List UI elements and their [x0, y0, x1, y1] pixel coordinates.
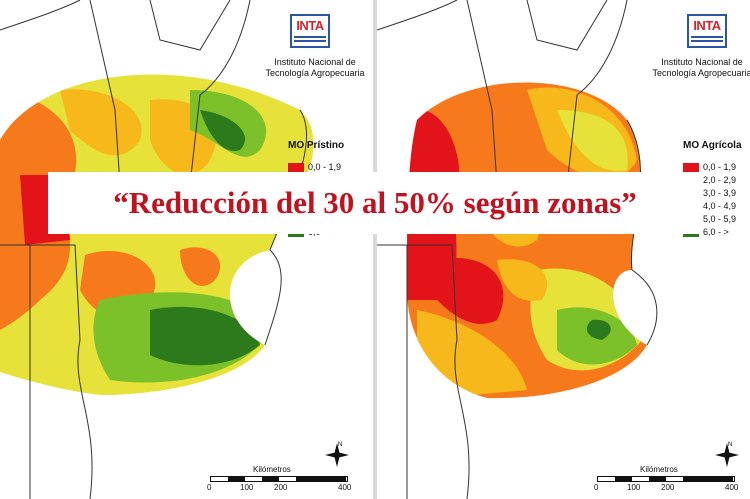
compass-rose-icon: N [715, 442, 739, 467]
svg-text:N: N [728, 442, 732, 448]
scale-tick-label: 100 [240, 483, 254, 492]
quote-banner: “Reducción del 30 al 50% según zonas” [48, 172, 702, 234]
scale-bar: Kilómetros 0 100 200 400 [207, 465, 352, 492]
scale-tick-label: 200 [274, 483, 288, 492]
legend-swatch [683, 163, 699, 173]
legend-swatch [288, 163, 304, 173]
legend-label: 4,0 - 4,9 [703, 201, 737, 211]
institution-name: Instituto Nacional de Tecnología Agropec… [265, 57, 365, 78]
panel-divider [373, 0, 377, 499]
scale-tick-label: 400 [725, 483, 739, 492]
scale-tick-label: 0 [207, 483, 212, 492]
legend-label: 6,0 - > [703, 227, 729, 237]
map-agricultural [377, 0, 750, 499]
om-raster-agricultural [407, 82, 647, 399]
province-borders [0, 0, 308, 499]
map-panel-pristine: INTA Instituto Nacional de Tecnología Ag… [0, 0, 373, 499]
legend-item: 0,0 - 1,9 [288, 162, 344, 175]
scale-tick-label: 100 [627, 483, 641, 492]
scale-tick-label: 0 [594, 483, 599, 492]
legend-label: 2,0 - 2,9 [703, 175, 737, 185]
legend-label: 3,0 - 3,9 [703, 188, 737, 198]
inta-logo: INTA [687, 14, 727, 48]
legend-title: MO Prístino [288, 140, 345, 151]
quote-text: “Reducción del 30 al 50% según zonas” [113, 185, 637, 220]
scale-tick-label: 200 [661, 483, 675, 492]
legend-label: 5,0 - 5,9 [703, 214, 737, 224]
svg-text:N: N [338, 442, 342, 448]
legend-title: MO Agrícola [683, 140, 742, 151]
compass-rose-icon: N [325, 442, 349, 467]
inta-logo: INTA [290, 14, 330, 48]
scale-bar: Kilómetros 0 100 200 400 [594, 465, 739, 492]
legend-label: 0,0 - 1,9 [308, 162, 342, 172]
institution-name: Instituto Nacional de Tecnología Agropec… [652, 57, 750, 78]
map-panel-agricultural: INTA Instituto Nacional de Tecnología Ag… [377, 0, 750, 499]
legend-item: 0,0 - 1,9 [683, 162, 742, 175]
legend-label: 0,0 - 1,9 [703, 162, 737, 172]
scale-tick-label: 400 [338, 483, 352, 492]
province-borders [377, 0, 658, 499]
